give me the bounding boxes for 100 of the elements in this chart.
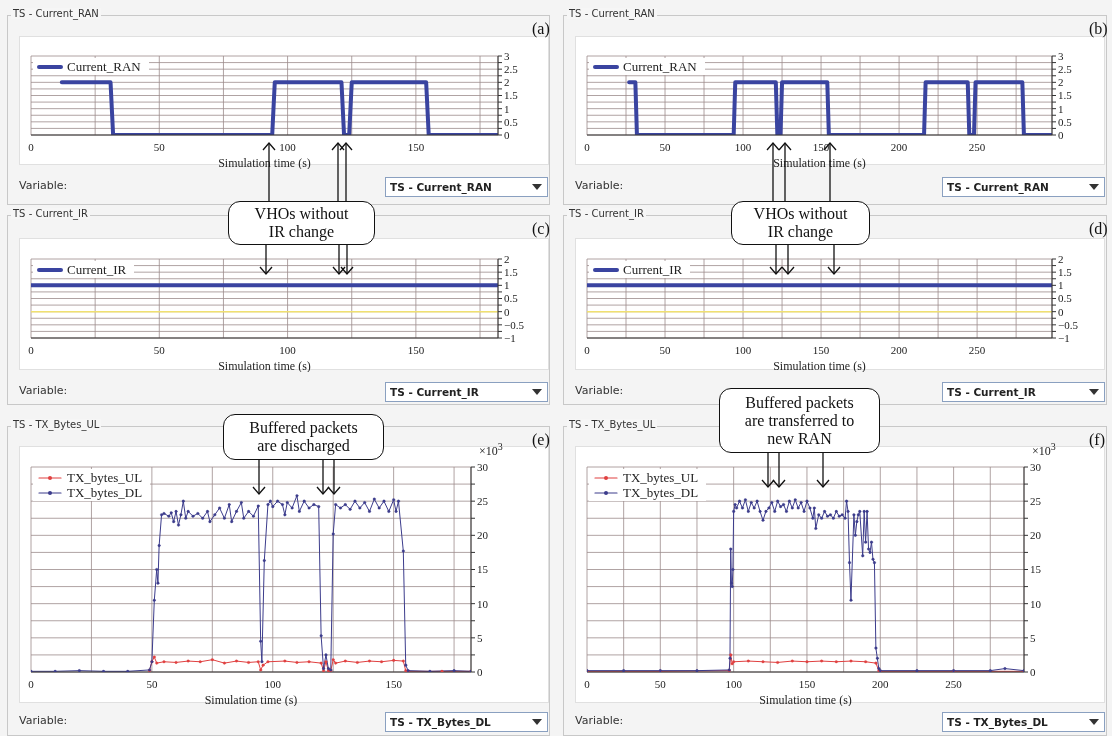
y-tick-label: 25: [1030, 495, 1042, 508]
text: TS - TX_Bytes_UL: [11, 419, 102, 430]
legend-label: Current_IR: [623, 262, 683, 277]
y-tick-label: 1: [1058, 279, 1064, 292]
y-tick-label: 0.5: [1058, 115, 1073, 128]
y-axis-title: ×10$^{3}$: [479, 441, 503, 459]
text: (e): [532, 431, 550, 449]
x-tick-label: 50: [153, 140, 166, 153]
y-tick-label: 20: [477, 529, 489, 542]
x-tick-label: 150: [798, 677, 816, 690]
x-tick-label: 200: [872, 677, 890, 690]
x-tick-label: 100: [279, 140, 297, 153]
y-tick-label: 3: [504, 49, 510, 62]
text: Variable:: [19, 179, 68, 192]
text: TS - Current_RAN: [11, 8, 101, 19]
x-tick-label: 0: [584, 343, 591, 356]
x-tick-label: 250: [968, 140, 986, 153]
y-tick-label: 3: [1058, 49, 1064, 62]
x-tick-label: 100: [734, 343, 752, 356]
x-tick-label: 0: [28, 343, 35, 356]
y-tick-label: 0: [1030, 665, 1036, 678]
y-tick-label: 2: [1058, 252, 1064, 265]
x-tick-label: 50: [654, 677, 667, 690]
y-tick-label: 2: [504, 76, 510, 89]
legend-label: TX_bytes_DL: [623, 485, 699, 500]
y-tick-label: 0: [504, 305, 510, 318]
x-tick-label: 0: [584, 677, 591, 690]
y-axis-title: ×10$^{3}$: [1032, 441, 1056, 459]
text: TS - Current_IR: [389, 386, 480, 398]
x-tick-label: 250: [968, 343, 986, 356]
x-axis-title: Simulation time (s): [218, 359, 311, 373]
text: (d): [1089, 220, 1108, 238]
y-tick-label: 5: [1030, 631, 1036, 644]
y-tick-label: 1: [1058, 102, 1064, 115]
y-tick-label: −1: [504, 331, 516, 344]
text: (c): [532, 220, 550, 238]
x-tick-label: 150: [407, 140, 425, 153]
text: (f): [1089, 431, 1105, 449]
x-tick-label: 100: [264, 677, 282, 690]
legend-label: Current_IR: [67, 262, 127, 277]
y-tick-label: 30: [1030, 460, 1042, 473]
y-tick-label: 2: [1058, 76, 1064, 89]
x-tick-label: 50: [146, 677, 158, 690]
y-tick-label: 0.5: [504, 115, 519, 128]
y-tick-label: −0.5: [1058, 318, 1079, 331]
y-tick-label: −0.5: [504, 318, 525, 331]
y-tick-label: 0.5: [504, 292, 519, 305]
text: TS - TX_Bytes_DL: [946, 716, 1049, 728]
y-tick-label: 5: [477, 631, 483, 644]
legend-label: Current_RAN: [623, 59, 697, 74]
x-tick-label: 50: [153, 343, 166, 356]
callout-box: VHOs without IR change: [228, 201, 375, 245]
x-tick-label: 100: [279, 343, 297, 356]
y-tick-label: 25: [477, 495, 489, 508]
x-tick-label: 150: [385, 677, 403, 690]
text: Variable:: [575, 384, 624, 397]
x-tick-label: 100: [725, 677, 743, 690]
x-tick-label: 200: [890, 140, 908, 153]
text: (b): [1089, 20, 1108, 38]
x-tick-label: 100: [734, 140, 752, 153]
text: TS - Current_IR: [11, 208, 90, 219]
text: TS - TX_Bytes_DL: [389, 716, 492, 728]
legend-label: TX_bytes_UL: [67, 470, 143, 485]
x-axis-title: Simulation time (s): [759, 693, 852, 707]
y-tick-label: 2: [504, 252, 510, 265]
y-tick-label: 1.5: [504, 89, 519, 102]
y-tick-label: −1: [1058, 331, 1070, 344]
x-tick-label: 50: [659, 140, 672, 153]
x-tick-label: 50: [659, 343, 672, 356]
y-tick-label: 0: [1058, 128, 1064, 141]
text: (a): [532, 20, 550, 38]
legend-label: TX_bytes_DL: [67, 485, 143, 500]
text: TS - Current_IR: [946, 386, 1037, 398]
text: Variable:: [19, 384, 68, 397]
legend-label: Current_RAN: [67, 59, 141, 74]
y-tick-label: 0.5: [1058, 292, 1073, 305]
y-tick-label: 10: [477, 597, 489, 610]
y-tick-label: 1.5: [1058, 266, 1073, 279]
x-axis-title: Simulation time (s): [204, 693, 298, 707]
x-tick-label: 200: [890, 343, 908, 356]
callout-box: Buffered packets are discharged: [223, 414, 384, 460]
y-tick-label: 15: [1030, 563, 1042, 576]
y-tick-label: 30: [477, 460, 489, 473]
y-tick-label: 10: [1030, 597, 1042, 610]
y-tick-label: 0: [504, 128, 510, 141]
text: Variable:: [575, 179, 624, 192]
text: TS - TX_Bytes_UL: [567, 419, 658, 430]
callout-box: Buffered packets are transferred to new RAN: [719, 388, 880, 453]
x-tick-label: 150: [812, 343, 830, 356]
x-tick-label: 250: [945, 677, 963, 690]
x-tick-label: 0: [28, 140, 35, 153]
y-tick-label: 2.5: [504, 63, 519, 76]
x-axis-title: Simulation time (s): [773, 359, 866, 373]
y-tick-label: 20: [1030, 529, 1042, 542]
y-tick-label: 1: [504, 279, 510, 292]
y-tick-label: 1.5: [504, 266, 519, 279]
y-tick-label: 0: [477, 665, 483, 678]
text: TS - Current_IR: [567, 208, 646, 219]
x-tick-label: 150: [407, 343, 425, 356]
legend-label: TX_bytes_UL: [623, 470, 699, 485]
